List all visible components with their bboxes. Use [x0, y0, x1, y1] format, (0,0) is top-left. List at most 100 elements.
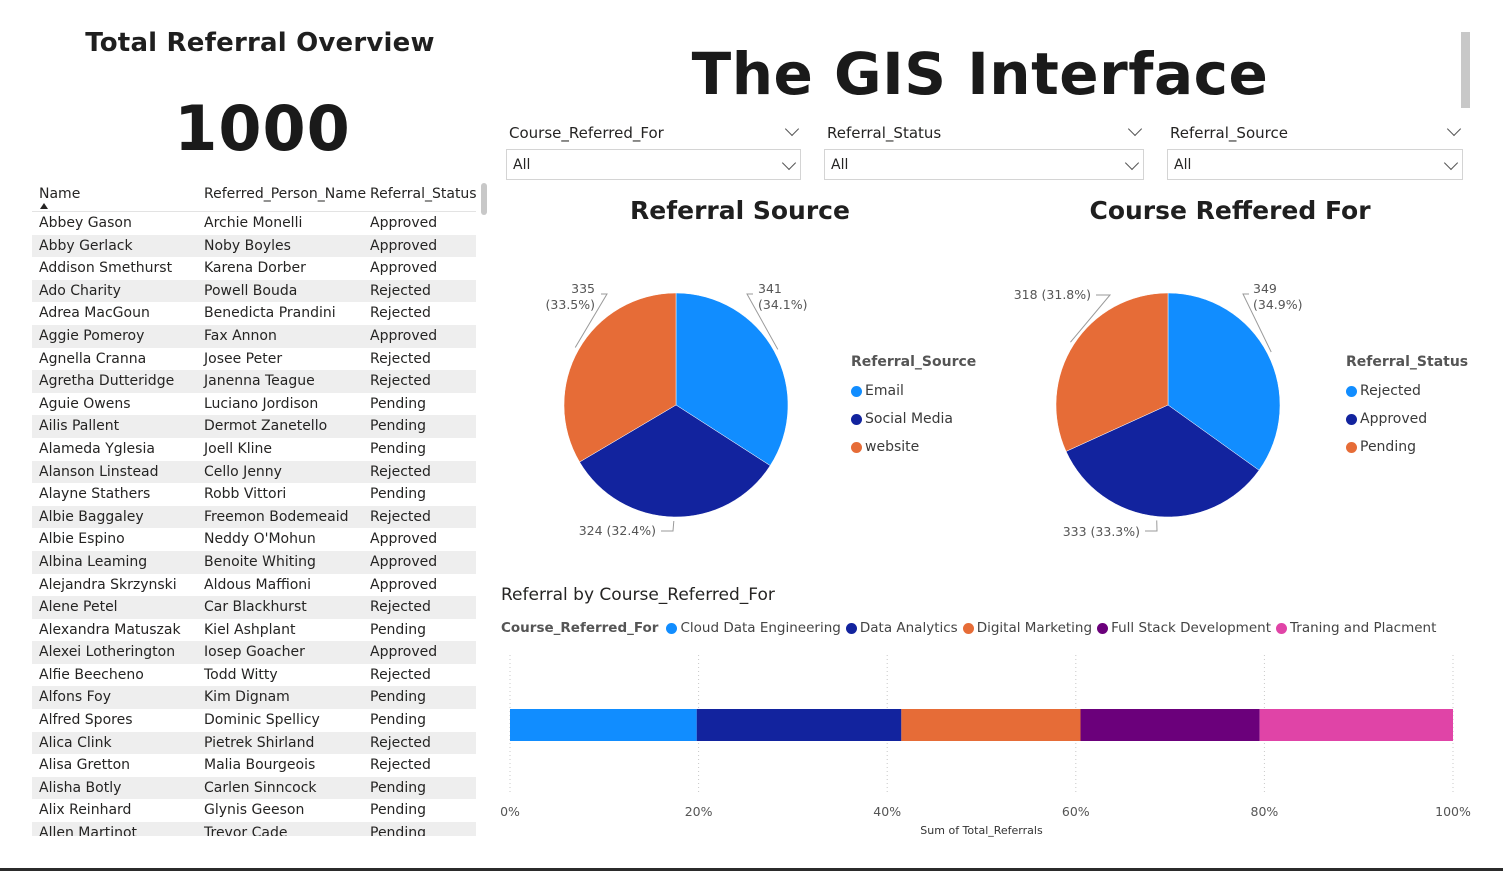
cell-name: Aguie Owens	[39, 395, 131, 412]
table-row[interactable]: Agretha Dutteridge Janenna Teague Rejected	[32, 370, 476, 393]
cell-name: Allen Martinot	[39, 825, 138, 836]
pie-slice-rejected[interactable]	[1167, 292, 1281, 471]
table-row[interactable]: Albie Baggaley Freemon Bodemeaid Rejected	[32, 505, 476, 529]
legend-item-cloud-data-engineering[interactable]: Cloud Data Engineering	[666, 620, 841, 636]
cell-referral-status: Rejected	[370, 463, 431, 480]
chevron-down-icon[interactable]	[784, 121, 800, 138]
legend-item-approved[interactable]: Approved	[1346, 405, 1468, 433]
legend-title: Referral_Source	[851, 354, 977, 370]
table-row[interactable]: Alisha Botly Carlen Sinncock Pending	[32, 776, 476, 800]
cell-referral-status: Approved	[370, 553, 438, 570]
bar-segment-traning-and-placment[interactable]	[1259, 709, 1453, 741]
pie-slice-approved[interactable]	[1065, 404, 1260, 518]
table-row[interactable]: Addison Smethurst Karena Dorber Approved	[32, 257, 476, 280]
x-tick-label: 40%	[873, 804, 901, 819]
cell-referred-person-name: Janenna Teague	[204, 373, 315, 390]
cell-referred-person-name: Joell Kline	[204, 440, 272, 457]
table-row[interactable]: Alfie Beecheno Todd Witty Rejected	[32, 664, 476, 687]
legend-item-rejected[interactable]: Rejected	[1346, 377, 1468, 405]
legend-title: Course_Referred_For	[501, 620, 659, 636]
legend-item-data-analytics[interactable]: Data Analytics	[845, 620, 958, 636]
pie-slice-website[interactable]	[563, 292, 677, 463]
legend-label: Traning and Placment	[1290, 620, 1437, 636]
chart-title-course-reffered-for: Course Reffered For	[1089, 196, 1371, 225]
table-row[interactable]: Alfred Spores Dominic Spellicy Pending	[32, 709, 476, 732]
pie-data-label: (33.5%)	[546, 297, 595, 312]
legend-label: website	[865, 439, 920, 455]
x-tick-label: 0%	[500, 804, 520, 819]
pie-data-label: 349	[1253, 281, 1277, 296]
table-row[interactable]: Alexandra Matuszak Kiel Ashplant Pending	[32, 619, 476, 642]
pie-data-label: 341	[758, 281, 782, 296]
table-row[interactable]: Ado Charity Powell Bouda Rejected	[32, 279, 476, 303]
chevron-down-icon[interactable]	[1446, 121, 1462, 138]
legend-item-social-media[interactable]: Social Media	[851, 405, 976, 433]
cell-referred-person-name: Noby Boyles	[204, 237, 291, 254]
referral-table: Name Referred_Person_Name Referral_Statu…	[32, 178, 476, 836]
table-row[interactable]: Alix Reinhard Glynis Geeson Pending	[32, 799, 476, 822]
table-scrollbar[interactable]	[481, 183, 487, 215]
table-row[interactable]: Adrea MacGoun Benedicta Prandini Rejected	[32, 302, 476, 325]
cell-name: Ailis Pallent	[39, 418, 120, 435]
table-row[interactable]: Alene Petel Car Blackhurst Rejected	[32, 596, 476, 619]
cell-referred-person-name: Carlen Sinncock	[204, 779, 317, 796]
table-row[interactable]: Aguie Owens Luciano Jordison Pending	[32, 393, 476, 416]
chevron-down-icon[interactable]	[1127, 121, 1143, 138]
pie-slice-pending[interactable]	[1055, 292, 1169, 452]
cell-referred-person-name: Benedicta Prandini	[204, 305, 336, 322]
column-header-referral-status[interactable]: Referral_Status	[370, 186, 476, 202]
column-header-referred-person-name[interactable]: Referred_Person_Name	[204, 186, 367, 202]
legend-item-pending[interactable]: Pending	[1346, 433, 1468, 461]
slicer-dropdown[interactable]: All	[824, 149, 1144, 180]
table-row[interactable]: Alfons Foy Kim Dignam Pending	[32, 686, 476, 710]
table-row[interactable]: Allen Martinot Trevor Cade Pending	[32, 822, 476, 836]
table-row[interactable]: Alica Clink Pietrek Shirland Rejected	[32, 731, 476, 755]
cell-referred-person-name: Iosep Goacher	[204, 644, 305, 661]
x-axis-label: Sum of Total_Referrals	[920, 824, 1043, 837]
cell-referred-person-name: Neddy O'Mohun	[204, 531, 316, 548]
slicer-dropdown[interactable]: All	[506, 149, 801, 180]
bar-segment-cloud-data-engineering[interactable]	[510, 709, 697, 741]
pie-leader-line	[661, 520, 675, 532]
table-row[interactable]: Ailis Pallent Dermot Zanetello Pending	[32, 415, 476, 438]
cell-name: Agretha Dutteridge	[39, 373, 175, 390]
cell-name: Alisha Botly	[39, 779, 122, 796]
table-row[interactable]: Abbey Gason Archie Monelli Approved	[32, 212, 476, 235]
legend-referral-source: Referral_Source Email Social Media websi…	[851, 354, 976, 461]
bar-segment-data-analytics[interactable]	[696, 709, 902, 741]
table-row[interactable]: Alameda Yglesia Joell Kline Pending	[32, 438, 476, 461]
slicer-dropdown[interactable]: All	[1167, 149, 1463, 180]
pie-leader-line	[1242, 293, 1272, 353]
table-row[interactable]: Alisa Gretton Malia Bourgeois Rejected	[32, 754, 476, 777]
cell-referred-person-name: Kim Dignam	[204, 689, 290, 706]
column-header-name[interactable]: Name	[39, 186, 81, 202]
table-row[interactable]: Agnella Cranna Josee Peter Rejected	[32, 348, 476, 371]
legend-title: Referral_Status	[1346, 354, 1469, 370]
table-header: Name Referred_Person_Name Referral_Statu…	[32, 178, 476, 212]
table-row[interactable]: Abby Gerlack Noby Boyles Approved	[32, 234, 476, 258]
bar-segment-digital-marketing[interactable]	[901, 709, 1081, 741]
cell-name: Albina Leaming	[39, 553, 148, 570]
x-tick-label: 80%	[1251, 804, 1279, 819]
pie-slice-social-media[interactable]	[579, 404, 771, 518]
table-row[interactable]: Aggie Pomeroy Fax Annon Approved	[32, 324, 476, 348]
cell-referred-person-name: Cello Jenny	[204, 463, 282, 480]
cell-name: Alix Reinhard	[39, 802, 132, 819]
table-row[interactable]: Alejandra Skrzynski Aldous Maffioni Approv…	[32, 574, 476, 597]
bottom-border	[0, 868, 1503, 871]
legend-item-email[interactable]: Email	[851, 377, 976, 405]
cell-referral-status: Pending	[370, 395, 426, 412]
table-row[interactable]: Albie Espino Neddy O'Mohun Approved	[32, 528, 476, 551]
legend-item-website[interactable]: website	[851, 433, 976, 461]
table-row[interactable]: Alexei Lotherington Iosep Goacher Approved	[32, 641, 476, 664]
page-scrollbar[interactable]	[1461, 32, 1470, 108]
table-row[interactable]: Alayne Stathers Robb Vittori Pending	[32, 483, 476, 506]
pie-slice-email[interactable]	[675, 292, 789, 466]
legend-item-full-stack-development[interactable]: Full Stack Development	[1097, 620, 1271, 636]
table-row[interactable]: Albina Leaming Benoite Whiting Approved	[32, 550, 476, 574]
bar-segment-full-stack-development[interactable]	[1080, 709, 1260, 741]
legend-item-digital-marketing[interactable]: Digital Marketing	[962, 620, 1092, 636]
legend-item-traning-and-placment[interactable]: Traning and Placment	[1276, 620, 1436, 636]
cell-name: Abbey Gason	[39, 215, 132, 231]
table-row[interactable]: Alanson Linstead Cello Jenny Rejected	[32, 460, 476, 484]
